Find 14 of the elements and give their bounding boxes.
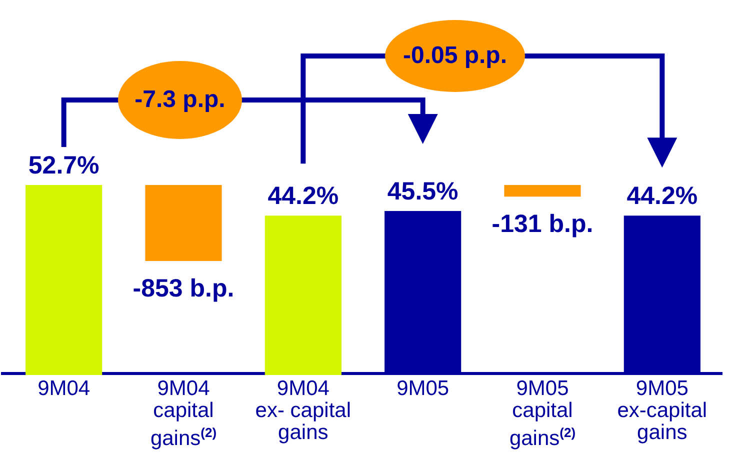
x-tick-label: 9M05 bbox=[396, 377, 450, 400]
data-label: 52.7% bbox=[28, 151, 100, 180]
text: -7.3 p.p. bbox=[118, 61, 242, 139]
x-tick-label: 9M04 bbox=[36, 377, 92, 400]
x-tick-label: 9M04 capital gains$^{(2)}$ bbox=[149, 377, 218, 450]
x-tick-label: 9M05 capital gains$^{(2)}$ bbox=[508, 377, 577, 450]
data-label: -853 b.p. bbox=[132, 274, 234, 302]
x-tick-label: 9M05 ex-capital gains bbox=[616, 377, 708, 444]
data-label: 44.2% bbox=[626, 182, 698, 210]
data-label: 44.2% bbox=[268, 182, 339, 210]
text: -0.05 p.p. bbox=[385, 20, 525, 92]
data-label: 45.5% bbox=[387, 177, 458, 206]
data-label: -131 b.p. bbox=[492, 210, 594, 238]
x-tick-label: 9M04 ex- capital gains bbox=[254, 377, 352, 444]
